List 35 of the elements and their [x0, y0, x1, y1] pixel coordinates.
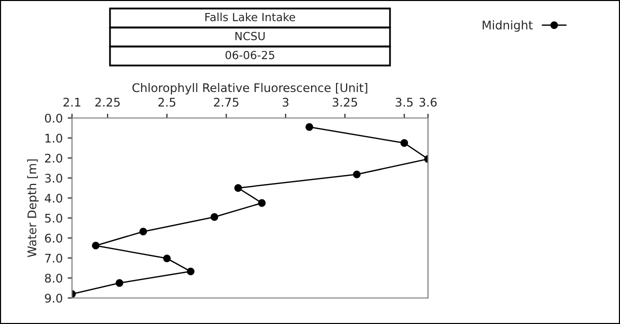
point: [139, 228, 148, 236]
x-axis-title: Chlorophyll Relative Fluorescence [Unit]: [132, 83, 368, 94]
y-tick-label: 1.0: [45, 134, 62, 143]
point: [306, 123, 314, 131]
y-tick-label: 2.0: [45, 154, 62, 163]
x-tick-label: 2.75: [214, 98, 238, 107]
x-tick-label: 2.5: [158, 98, 176, 107]
chart-title: Falls Lake Intake: [205, 12, 296, 22]
y-tick-label: 9.0: [44, 294, 62, 303]
chart-subtitle: NCSU: [235, 32, 265, 40]
x-tick-label: 3.6: [420, 98, 437, 107]
point: [352, 170, 361, 178]
point: [186, 268, 194, 276]
x-tick-label: 2.25: [95, 98, 120, 107]
point: [92, 242, 100, 250]
y-tick-label: 0.0: [44, 114, 62, 123]
y-tick-label: 3.0: [45, 174, 62, 183]
point: [400, 139, 408, 147]
legend-label: Midnight: [482, 20, 533, 32]
text: 06-06-25: [226, 50, 274, 60]
y-tick-label: 8.0: [45, 274, 62, 283]
point: [210, 213, 218, 221]
point: [163, 254, 171, 262]
y-tick-label: 7.0: [45, 254, 62, 263]
point: [258, 199, 266, 207]
point: [116, 279, 124, 287]
x-tick-label: 3.5: [396, 98, 413, 107]
y-tick-label: 4.0: [44, 194, 62, 203]
x-tick-label: 3.25: [332, 98, 358, 107]
x-tick-label: 3: [282, 98, 288, 107]
x-tick-label: 2.1: [63, 98, 80, 107]
y-axis-title: Water Depth [m]: [27, 159, 39, 258]
y-tick-label: 5.0: [45, 214, 62, 223]
point: [234, 184, 242, 192]
y-tick-label: 6.0: [45, 234, 62, 243]
